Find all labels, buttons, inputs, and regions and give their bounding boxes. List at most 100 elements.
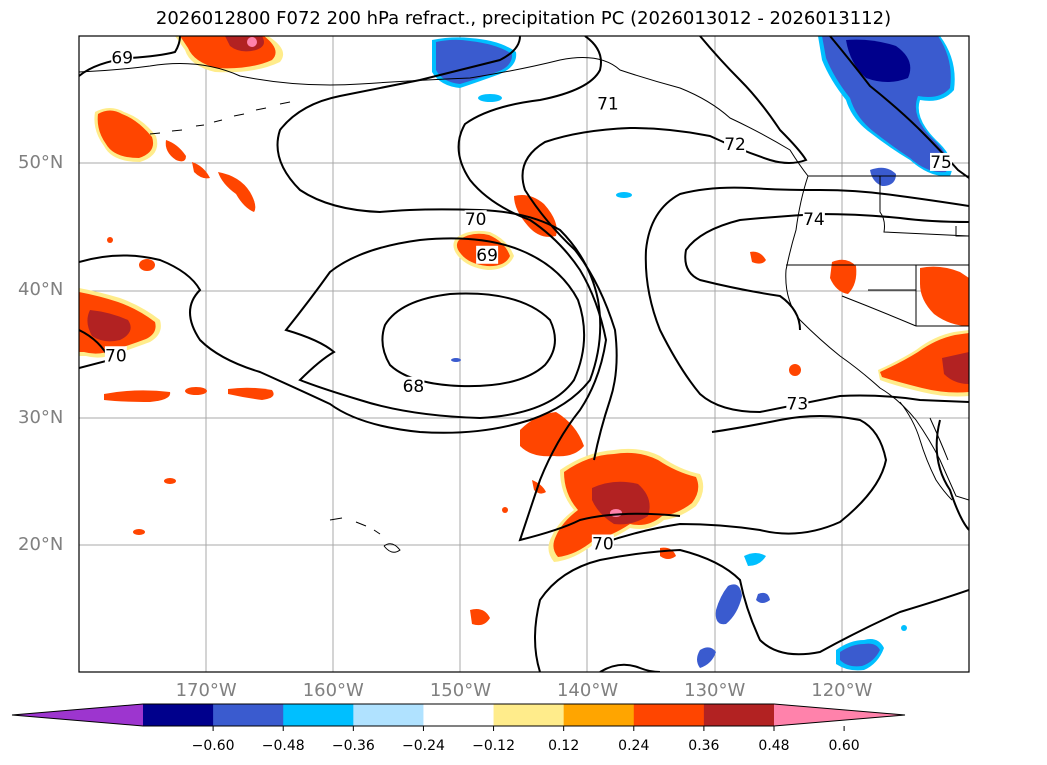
- hawaii-islands: [329, 517, 401, 553]
- precip-patch: [87, 310, 131, 342]
- contour-label-bg: [786, 394, 809, 413]
- contour-68: [381, 292, 556, 388]
- precip-patch: [870, 167, 896, 186]
- colorbar-segment: [143, 704, 214, 726]
- lon-label: 120°W: [811, 680, 873, 701]
- precip-patch: [750, 251, 766, 264]
- precip-patch: [97, 110, 154, 158]
- precip-patch: [218, 172, 256, 212]
- colorbar-tick-label: −0.12: [472, 738, 515, 754]
- coastlines: [79, 57, 969, 553]
- precip-patch: [830, 259, 857, 294]
- precip-patch: [756, 592, 770, 603]
- contour-71-south: [534, 548, 969, 672]
- precip-patch: [192, 162, 210, 179]
- colorbar-tick-label: −0.60: [191, 738, 235, 754]
- colorbar-tick-label: 0.12: [548, 738, 580, 754]
- lat-label: 30°N: [18, 406, 64, 428]
- colorbar: [11, 703, 906, 731]
- colorbar-outline: [11, 703, 906, 727]
- precip-patch: [247, 37, 257, 47]
- colorbar-segment: [563, 704, 635, 726]
- precip-patch: [139, 259, 155, 271]
- precip-patch: [616, 192, 632, 198]
- contour-75: [829, 36, 969, 179]
- colorbar-tick-label: 0.24: [618, 738, 650, 754]
- contour-label: 70: [105, 346, 127, 366]
- refractivity-contours: [79, 36, 969, 672]
- precip-patch: [789, 364, 801, 376]
- colorbar-segment: [703, 704, 775, 726]
- contour-label-bg: [111, 48, 134, 67]
- colorbar-segment: [213, 704, 284, 726]
- gridlines: [79, 36, 969, 672]
- precip-patch: [840, 643, 880, 667]
- baja-california: [899, 401, 953, 501]
- colorbar-tick-label: −0.48: [261, 738, 305, 754]
- precipitation-negative: [432, 36, 955, 671]
- lat-label: 20°N: [18, 533, 64, 555]
- precip-patch: [846, 39, 911, 82]
- colorbar-segment: [353, 704, 424, 726]
- contour-label: 72: [724, 135, 746, 155]
- contour-label: 73: [787, 395, 809, 415]
- precip-patch: [107, 237, 113, 243]
- contour-label-bg: [476, 245, 499, 264]
- colorbar-tick-label: −0.24: [401, 738, 445, 754]
- contour-label-bg: [596, 94, 619, 113]
- precip-patch: [901, 625, 907, 631]
- precip-patch: [744, 553, 766, 566]
- precip-patch: [920, 266, 969, 326]
- precip-patch: [470, 609, 490, 626]
- contour-label-bg: [724, 135, 747, 154]
- precip-patch: [228, 387, 274, 400]
- contour-label: 69: [111, 49, 133, 69]
- precip-patch: [478, 94, 502, 102]
- lon-label: 140°W: [556, 680, 619, 701]
- lat-label: 50°N: [18, 152, 64, 174]
- contour-70-east: [935, 419, 969, 531]
- precip-patch: [532, 480, 546, 494]
- precip-patch: [502, 507, 508, 513]
- precip-patch: [520, 412, 584, 457]
- contour-label-bg: [591, 534, 614, 553]
- contour-label: 75: [930, 153, 952, 173]
- contour-69-north: [79, 36, 181, 77]
- contour-69: [284, 237, 586, 420]
- contour-label-bg: [930, 152, 953, 171]
- precip-patch: [822, 36, 951, 173]
- precip-patch: [164, 478, 176, 484]
- precip-patch: [185, 387, 207, 395]
- aleutian-islands: [149, 101, 291, 135]
- lon-label: 170°W: [175, 680, 237, 701]
- colorbar-tick-label: 0.36: [688, 738, 720, 754]
- contour-label: 68: [403, 377, 425, 397]
- lon-label: 150°W: [429, 680, 491, 701]
- contour-labels: 69 71 72 75 70 69 74 70 68 73 70: [104, 48, 953, 555]
- contour-label-bg: [104, 346, 127, 365]
- precipitation-positive: [79, 36, 969, 626]
- precip-patch: [165, 140, 186, 162]
- colorbar-segment: [283, 704, 354, 726]
- precip-patch: [133, 529, 145, 535]
- contour-70-south: [599, 415, 888, 545]
- colorbar-segment: [493, 704, 565, 726]
- precip-patch: [436, 39, 513, 84]
- colorbar-arrow-left: [12, 704, 143, 726]
- contour-label: 71: [597, 94, 619, 114]
- map-frame: [78, 35, 970, 673]
- colorbar-tick-label: 0.48: [758, 738, 790, 754]
- precip-patch: [697, 647, 716, 668]
- precip-patch: [715, 584, 742, 625]
- state-borders: [786, 176, 969, 327]
- map-title: 2026012800 F072 200 hPa refract., precip…: [155, 8, 892, 29]
- contour-label: 70: [465, 210, 487, 230]
- precip-patch: [451, 358, 461, 362]
- contour-label-bg: [402, 376, 425, 395]
- colorbar-segment: [633, 704, 705, 726]
- contour-label-bg: [802, 210, 825, 229]
- contour-74: [684, 212, 969, 331]
- contour-70-southeast: [599, 663, 661, 672]
- colorbar-arrow-right: [774, 704, 905, 726]
